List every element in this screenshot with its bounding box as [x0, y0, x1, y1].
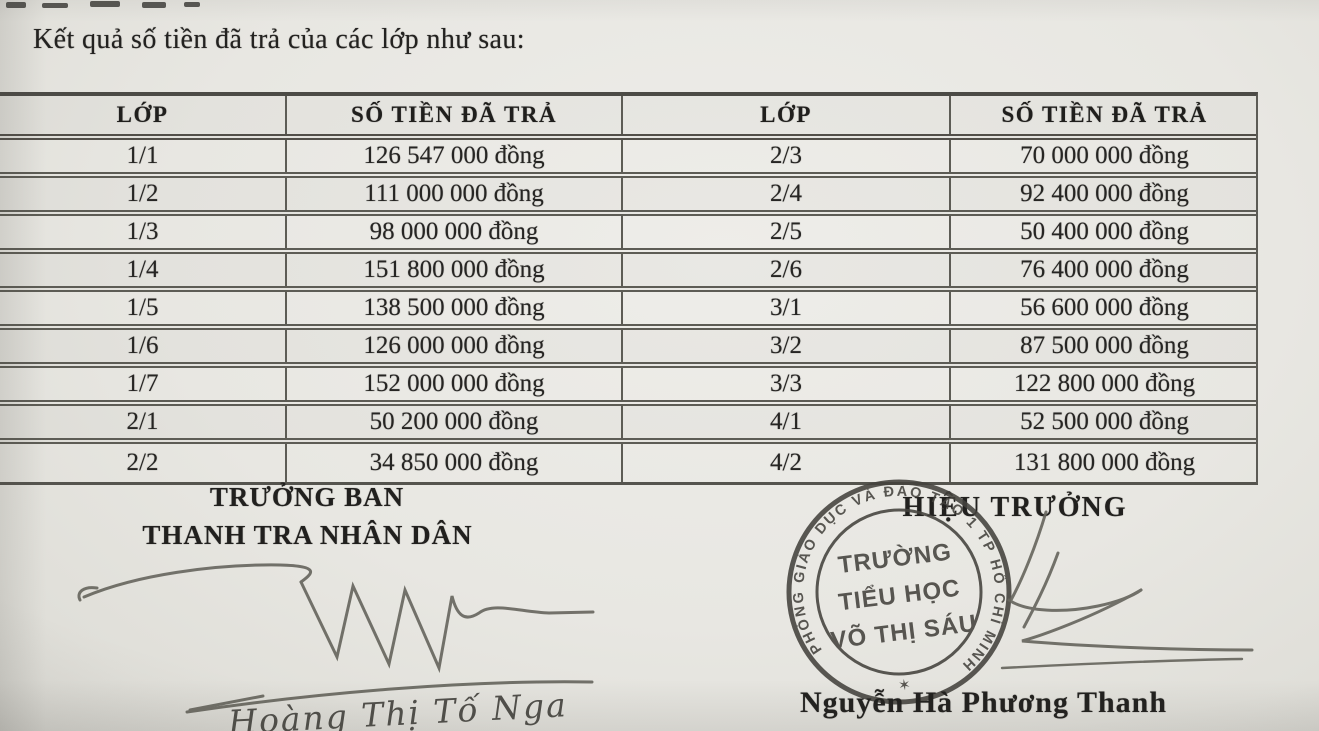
class-cell: 1/5	[0, 292, 287, 324]
scan-artifact-mark	[90, 1, 120, 7]
payments-table: LỚP SỐ TIỀN ĐÃ TRẢ LỚP SỐ TIỀN ĐÃ TRẢ 1/…	[0, 92, 1258, 485]
scan-artifact-mark	[42, 3, 68, 8]
left-signature-stroke	[299, 580, 595, 674]
amount-cell: 138 500 000 đồng	[287, 292, 623, 324]
class-cell: 2/6	[623, 254, 951, 286]
class-cell: 1/7	[0, 368, 287, 400]
amount-cell: 152 000 000 đồng	[287, 368, 623, 400]
class-cell: 2/5	[623, 216, 951, 248]
stamp-line3: VÕ THỊ SÁU	[829, 609, 979, 655]
amount-cell: 98 000 000 đồng	[287, 216, 623, 248]
left-signature-title-line2: THANH TRA NHÂN DÂN	[142, 520, 473, 550]
table-row: 1/5 138 500 000 đồng 3/1 56 600 000 đồng	[0, 292, 1256, 330]
table-header-row: LỚP SỐ TIỀN ĐÃ TRẢ LỚP SỐ TIỀN ĐÃ TRẢ	[0, 96, 1256, 140]
amount-cell: 56 600 000 đồng	[1020, 294, 1189, 321]
right-signer-name: Nguyễn Hà Phương Thanh	[800, 686, 1168, 719]
amount-cell: 52 500 000 đồng	[1020, 408, 1189, 435]
class-cell: 4/1	[623, 406, 951, 438]
right-signature-stroke	[1000, 657, 1244, 670]
table-row: 1/3 98 000 000 đồng 2/5 50 400 000 đồng	[0, 216, 1256, 254]
right-signature-stroke	[1009, 510, 1048, 602]
class-cell: 2/3	[623, 140, 951, 172]
class-cell: 2/2	[0, 444, 287, 482]
class-cell: 1/1	[0, 140, 287, 172]
left-signature-title-line1: TRƯỞNG BAN	[209, 482, 405, 512]
amount-cell: 50 200 000 đồng	[287, 406, 623, 438]
amount-cell: 126 547 000 đồng	[287, 140, 623, 172]
table-row: 1/6 126 000 000 đồng 3/2 87 500 000 đồng	[0, 330, 1256, 368]
amount-cell: 111 000 000 đồng	[287, 178, 623, 210]
class-cell: 3/2	[623, 330, 951, 362]
amount-cell: 122 800 000 đồng	[1013, 370, 1196, 397]
scan-artifact-mark	[142, 2, 166, 8]
document-title: Kết quả số tiền đã trả của các lớp như s…	[33, 24, 525, 55]
scan-artifact-mark	[6, 2, 26, 8]
table-row: 1/1 126 547 000 đồng 2/3 70 000 000 đồng	[0, 140, 1256, 178]
left-signature-stroke	[82, 563, 313, 599]
right-signature-stroke	[1022, 551, 1060, 629]
amount-cell: 151 800 000 đồng	[287, 254, 623, 286]
header-class-right: LỚP	[623, 96, 951, 134]
amount-cell: 70 000 000 đồng	[1020, 142, 1189, 169]
amount-cell: 92 400 000 đồng	[1020, 180, 1189, 207]
table-row: 1/4 151 800 000 đồng 2/6 76 400 000 đồng	[0, 254, 1256, 292]
class-cell: 2/4	[623, 178, 951, 210]
class-cell: 2/1	[0, 406, 287, 438]
class-cell: 1/4	[0, 254, 287, 286]
class-cell: 1/6	[0, 330, 287, 362]
class-cell: 1/3	[0, 216, 287, 248]
left-signature-stroke	[77, 586, 99, 602]
amount-cell: 131 800 000 đồng	[1013, 449, 1196, 476]
right-signature-stroke	[1007, 588, 1143, 612]
left-signer-name: Hoàng Thị Tố Nga	[227, 685, 569, 731]
stamp-line2: TIỂU HỌC	[837, 574, 962, 617]
table-row: 2/2 34 850 000 đồng 4/2 131 800 000 đồng	[0, 444, 1256, 482]
header-class-left: LỚP	[0, 96, 287, 134]
amount-cell: 126 000 000 đồng	[287, 330, 623, 362]
amount-cell: 76 400 000 đồng	[1020, 256, 1189, 283]
class-cell: 3/1	[623, 292, 951, 324]
class-cell: 3/3	[623, 368, 951, 400]
class-cell: 4/2	[623, 444, 951, 482]
stamp-inner-ring	[815, 508, 983, 676]
table-row: 1/2 111 000 000 đồng 2/4 92 400 000 đồng	[0, 178, 1256, 216]
right-signature-stroke	[1021, 588, 1254, 652]
table-row: 1/7 152 000 000 đồng 3/3 122 800 000 đồn…	[0, 368, 1256, 406]
scan-artifact-mark	[184, 2, 200, 7]
amount-cell: 50 400 000 đồng	[1020, 218, 1189, 245]
header-amount-left: SỐ TIỀN ĐÃ TRẢ	[287, 96, 623, 134]
stamp-line1: TRƯỜNG	[836, 537, 953, 579]
header-amount-right: SỐ TIỀN ĐÃ TRẢ	[1001, 102, 1208, 127]
class-cell: 1/2	[0, 178, 287, 210]
amount-cell: 87 500 000 đồng	[1020, 332, 1189, 359]
right-signature-title: HIỆU TRƯỞNG	[902, 492, 1128, 523]
table-row: 2/1 50 200 000 đồng 4/1 52 500 000 đồng	[0, 406, 1256, 444]
amount-cell: 34 850 000 đồng	[287, 444, 623, 482]
